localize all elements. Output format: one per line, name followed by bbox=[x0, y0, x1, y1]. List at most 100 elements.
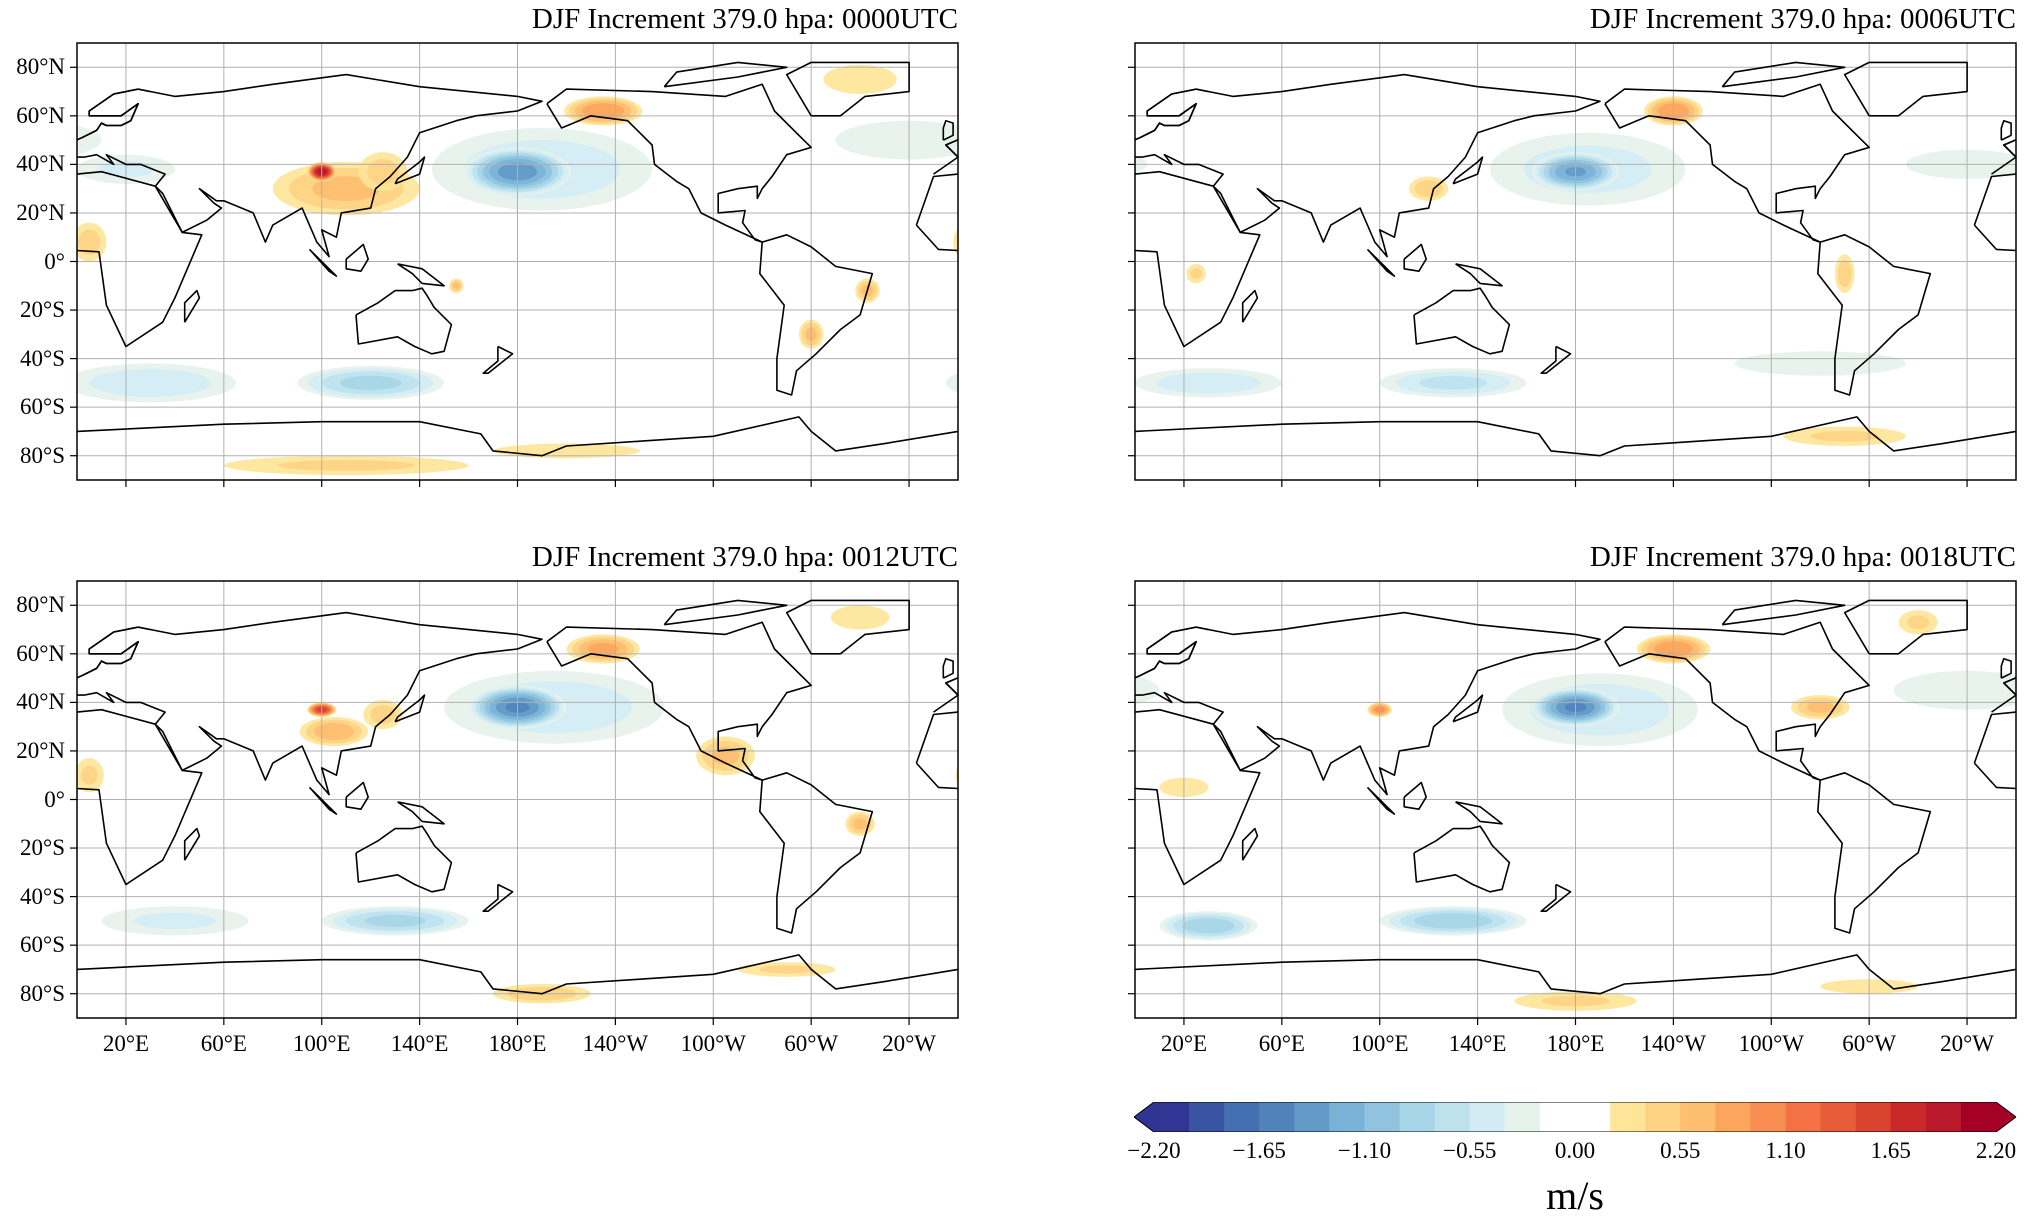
coastline bbox=[944, 677, 959, 696]
colorbar-segment bbox=[1960, 1102, 1997, 1132]
colorbar-segment bbox=[1329, 1102, 1365, 1132]
colorbar-segment bbox=[1855, 1102, 1892, 1132]
contour-fill bbox=[1810, 430, 1879, 442]
coastline bbox=[394, 694, 426, 723]
y-tick-label: 60°N bbox=[16, 640, 65, 666]
colorbar-segment bbox=[1399, 1102, 1436, 1132]
contour-feature bbox=[564, 96, 643, 126]
map-panel-0012utc: DJF Increment 379.0 hpa: 0012UTC 80°N 60°… bbox=[16, 541, 959, 1056]
contour-fill bbox=[313, 722, 355, 741]
coastline bbox=[76, 611, 543, 796]
coastline bbox=[785, 599, 910, 655]
contour-fill bbox=[1156, 372, 1261, 394]
coastline bbox=[308, 786, 338, 815]
contour-fill bbox=[823, 64, 897, 94]
colorbar-segment bbox=[1715, 1102, 1751, 1132]
x-tick-label: 60°W bbox=[784, 1031, 839, 1056]
coastline bbox=[1973, 173, 2017, 226]
coastline bbox=[482, 345, 514, 375]
contour-fill bbox=[587, 642, 619, 656]
y-tick-label: 20°N bbox=[16, 199, 65, 225]
contour-fill bbox=[1190, 268, 1202, 280]
colorbar-segment bbox=[1925, 1102, 1962, 1132]
x-tick-label: 20°W bbox=[882, 1031, 936, 1056]
x-tick-label: 140°W bbox=[582, 1031, 649, 1056]
coastline bbox=[1843, 599, 1968, 655]
x-tick-label: 100°E bbox=[1350, 1031, 1409, 1056]
y-tick-label: 0° bbox=[44, 786, 65, 812]
y-tick-label: 40°N bbox=[16, 151, 65, 177]
y-tick-label: 20°N bbox=[16, 737, 65, 763]
panel-title: DJF Increment 379.0 hpa: 0018UTC bbox=[1589, 541, 2016, 573]
colorbar-tick-label: 0.55 bbox=[1660, 1138, 1701, 1163]
colorbar-tick-label: −2.20 bbox=[1127, 1138, 1181, 1163]
colorbar-segment bbox=[1575, 1102, 1611, 1132]
coastline bbox=[785, 61, 910, 117]
contour-fill bbox=[853, 818, 867, 830]
coastline bbox=[1540, 345, 1572, 375]
coastline bbox=[663, 599, 788, 626]
x-tick-label: 140°E bbox=[1448, 1031, 1507, 1056]
coastline bbox=[944, 139, 959, 158]
contour-feature bbox=[1379, 368, 1527, 398]
x-tick-label: 60°W bbox=[1842, 1031, 1897, 1056]
colorbar-segment bbox=[1820, 1102, 1857, 1132]
y-tick-label: 60°S bbox=[20, 394, 65, 420]
contour-fill bbox=[1414, 913, 1493, 929]
y-tick-label: 80°N bbox=[16, 592, 65, 618]
colorbar-segment bbox=[1434, 1102, 1471, 1132]
coastline bbox=[2000, 657, 2012, 679]
coastline bbox=[915, 711, 959, 764]
coastline bbox=[1241, 827, 1259, 861]
coastline bbox=[1134, 954, 2017, 995]
coastline bbox=[1816, 234, 1932, 396]
map-content bbox=[1134, 43, 2017, 480]
contour-feature bbox=[823, 64, 897, 94]
coastline bbox=[183, 289, 201, 323]
colorbar-segment bbox=[1504, 1102, 1541, 1132]
coastline bbox=[355, 287, 453, 355]
coastline bbox=[76, 416, 959, 457]
y-tick-label: 60°S bbox=[20, 932, 65, 958]
colorbar-segment bbox=[1610, 1102, 1646, 1132]
contour-feature bbox=[321, 906, 469, 936]
contour-feature bbox=[363, 700, 403, 730]
map-content bbox=[1134, 581, 2017, 1018]
contour-fill bbox=[759, 965, 815, 974]
contour-fill bbox=[452, 282, 460, 290]
coastline bbox=[915, 173, 959, 226]
x-tick-label: 60°E bbox=[200, 1031, 247, 1056]
contour-feature bbox=[1379, 906, 1527, 936]
map-plot-area bbox=[70, 580, 959, 1025]
map-panel-0006utc: DJF Increment 379.0 hpa: 0006UTC bbox=[1128, 3, 2017, 487]
map-content bbox=[76, 43, 959, 480]
coastline bbox=[308, 248, 338, 277]
coastline bbox=[355, 825, 453, 893]
contour-fill bbox=[370, 705, 396, 724]
contour-fill bbox=[1414, 180, 1443, 198]
contour-fill bbox=[835, 120, 958, 160]
coastline bbox=[1413, 825, 1511, 893]
x-tick-label: 20°W bbox=[1940, 1031, 1994, 1056]
coastline bbox=[546, 621, 813, 781]
coastline bbox=[397, 263, 445, 287]
panel-title: DJF Increment 379.0 hpa: 0006UTC bbox=[1589, 3, 2016, 35]
colorbar-segment bbox=[1259, 1102, 1295, 1132]
coastline bbox=[345, 243, 370, 272]
contour-fill bbox=[364, 914, 426, 927]
contour-feature bbox=[1734, 351, 1906, 376]
coastline bbox=[1134, 416, 2017, 457]
contour-fill bbox=[1907, 615, 1930, 630]
contour-fill bbox=[133, 912, 216, 929]
colorbar-segment bbox=[1224, 1102, 1260, 1132]
contour-fill bbox=[89, 369, 211, 397]
coastline bbox=[1403, 243, 1428, 272]
coastline bbox=[482, 883, 514, 913]
y-tick-label: 80°S bbox=[20, 442, 65, 468]
coastline bbox=[2002, 139, 2017, 158]
contour-fill bbox=[277, 460, 415, 471]
coastline bbox=[1455, 801, 1503, 825]
y-tick-label: 20°S bbox=[20, 297, 65, 323]
coastline bbox=[2000, 119, 2012, 141]
coastline bbox=[1973, 711, 2017, 764]
